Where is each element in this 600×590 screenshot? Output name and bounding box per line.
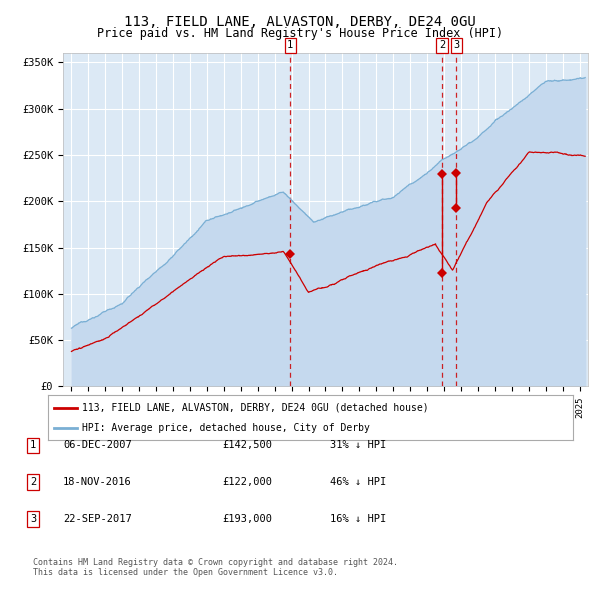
Text: 06-DEC-2007: 06-DEC-2007 — [63, 441, 132, 450]
Text: 3: 3 — [453, 40, 460, 50]
Text: 31% ↓ HPI: 31% ↓ HPI — [330, 441, 386, 450]
Text: £142,500: £142,500 — [222, 441, 272, 450]
Text: Contains HM Land Registry data © Crown copyright and database right 2024.: Contains HM Land Registry data © Crown c… — [33, 558, 398, 566]
Text: £193,000: £193,000 — [222, 514, 272, 523]
Text: This data is licensed under the Open Government Licence v3.0.: This data is licensed under the Open Gov… — [33, 568, 338, 576]
Text: Price paid vs. HM Land Registry's House Price Index (HPI): Price paid vs. HM Land Registry's House … — [97, 27, 503, 40]
Text: HPI: Average price, detached house, City of Derby: HPI: Average price, detached house, City… — [82, 424, 370, 434]
Text: 3: 3 — [30, 514, 36, 523]
Text: 1: 1 — [287, 40, 293, 50]
Text: 46% ↓ HPI: 46% ↓ HPI — [330, 477, 386, 487]
Text: 1: 1 — [30, 441, 36, 450]
Text: 22-SEP-2017: 22-SEP-2017 — [63, 514, 132, 523]
Text: 2: 2 — [30, 477, 36, 487]
Text: 113, FIELD LANE, ALVASTON, DERBY, DE24 0GU: 113, FIELD LANE, ALVASTON, DERBY, DE24 0… — [124, 15, 476, 29]
Text: 18-NOV-2016: 18-NOV-2016 — [63, 477, 132, 487]
Text: 2: 2 — [439, 40, 445, 50]
Text: £122,000: £122,000 — [222, 477, 272, 487]
Text: 16% ↓ HPI: 16% ↓ HPI — [330, 514, 386, 523]
Text: 113, FIELD LANE, ALVASTON, DERBY, DE24 0GU (detached house): 113, FIELD LANE, ALVASTON, DERBY, DE24 0… — [82, 403, 429, 412]
